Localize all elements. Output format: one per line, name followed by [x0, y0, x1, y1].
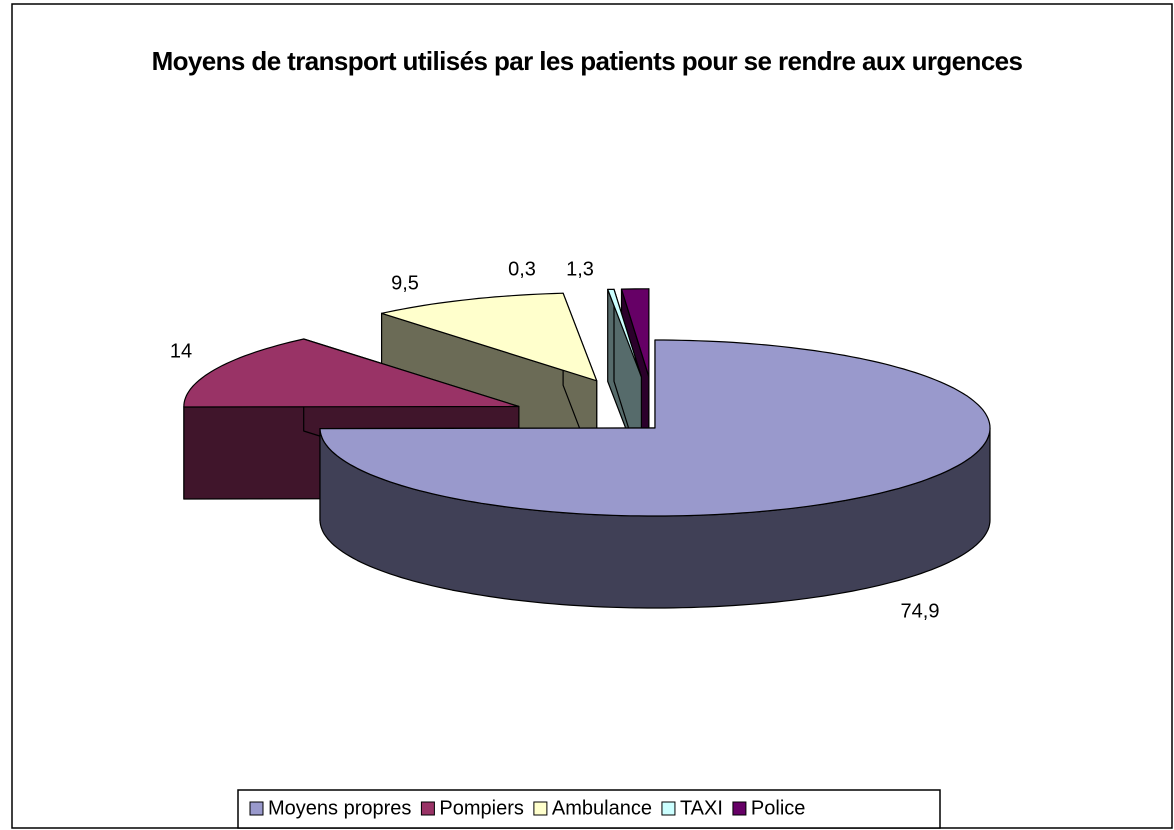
- legend-swatch: [249, 801, 264, 816]
- legend-swatch: [533, 801, 548, 816]
- legend-label: Ambulance: [552, 797, 652, 819]
- data-label: 0,3: [508, 258, 536, 280]
- data-label: 9,5: [391, 272, 419, 294]
- slice-top: [620, 288, 650, 378]
- legend-swatch: [420, 801, 435, 816]
- slice-top: [183, 338, 520, 408]
- slice-top: [319, 339, 991, 517]
- chart-title: Moyens de transport utilisés par les pat…: [151, 46, 1023, 76]
- pie: [183, 288, 991, 609]
- legend-swatch: [661, 801, 676, 816]
- data-label: 14: [170, 340, 192, 362]
- legend-label: Police: [751, 797, 805, 819]
- data-label: 74,9: [901, 600, 940, 622]
- pie-slice: [319, 339, 991, 609]
- legend-label: TAXI: [680, 797, 723, 819]
- slice-top: [607, 288, 642, 378]
- legend-label: Moyens propres: [268, 797, 411, 819]
- slice-top: [381, 292, 598, 382]
- legend-label: Pompiers: [439, 797, 523, 819]
- data-label: 1,3: [566, 258, 594, 280]
- legend-box: [237, 789, 941, 829]
- legend-swatch: [732, 801, 747, 816]
